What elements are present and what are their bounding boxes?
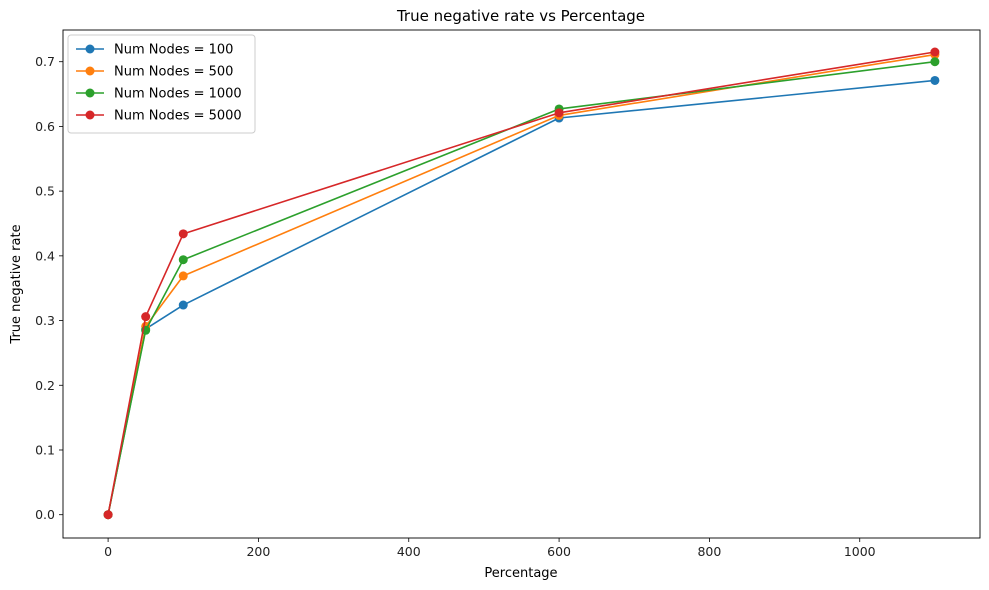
x-axis-label: Percentage	[484, 566, 557, 581]
x-tick-label: 0	[104, 544, 112, 559]
y-tick-label: 0.3	[35, 313, 55, 328]
data-point	[141, 312, 151, 322]
y-tick-label: 0.7	[35, 54, 55, 69]
x-tick-label: 200	[246, 544, 270, 559]
x-tick-label: 400	[397, 544, 421, 559]
y-tick-label: 0.1	[35, 442, 55, 457]
x-tick-label: 1000	[844, 544, 876, 559]
series-layer	[103, 47, 940, 520]
data-point	[554, 108, 564, 118]
y-tick-label: 0.2	[35, 378, 55, 393]
y-tick-label: 0.4	[35, 248, 55, 263]
legend: Num Nodes = 100 Num Nodes = 500 Num Nodes …	[67, 34, 256, 134]
legend-item: Num Nodes = 500	[76, 65, 233, 80]
data-point	[930, 47, 940, 57]
legend-box	[67, 34, 256, 134]
legend-marker	[85, 66, 95, 76]
y-tick-label: 0.0	[35, 507, 55, 522]
x-tick-label: 600	[547, 544, 571, 559]
y-tick-label: 0.6	[35, 119, 55, 134]
x-tick-label: 800	[697, 544, 721, 559]
x-axis-ticks: 0 200 400 600 800 1000	[104, 538, 876, 559]
legend-label: Num Nodes = 100	[114, 43, 233, 58]
y-axis-label: True negative rate	[9, 224, 24, 344]
legend-label: Num Nodes = 1000	[114, 87, 242, 102]
legend-marker	[85, 44, 95, 54]
data-point	[178, 271, 188, 281]
plot-frame	[62, 29, 981, 539]
data-point	[103, 510, 113, 520]
legend-item: Num Nodes = 1000	[76, 87, 242, 102]
data-point	[178, 300, 188, 310]
legend-marker	[85, 88, 95, 98]
chart-title: True negative rate vs Percentage	[396, 7, 645, 25]
legend-label: Num Nodes = 5000	[114, 109, 242, 124]
legend-item: Num Nodes = 5000	[76, 109, 242, 124]
y-axis-ticks: 0.0 0.1 0.2 0.3 0.4 0.5 0.6 0.7	[35, 54, 63, 522]
data-point	[930, 75, 940, 85]
y-tick-label: 0.5	[35, 184, 55, 199]
legend-label: Num Nodes = 500	[114, 65, 233, 80]
data-point	[930, 57, 940, 67]
data-point	[178, 255, 188, 265]
legend-marker	[85, 110, 95, 120]
series-3	[103, 47, 940, 520]
data-point	[178, 229, 188, 239]
legend-item: Num Nodes = 100	[76, 43, 233, 58]
